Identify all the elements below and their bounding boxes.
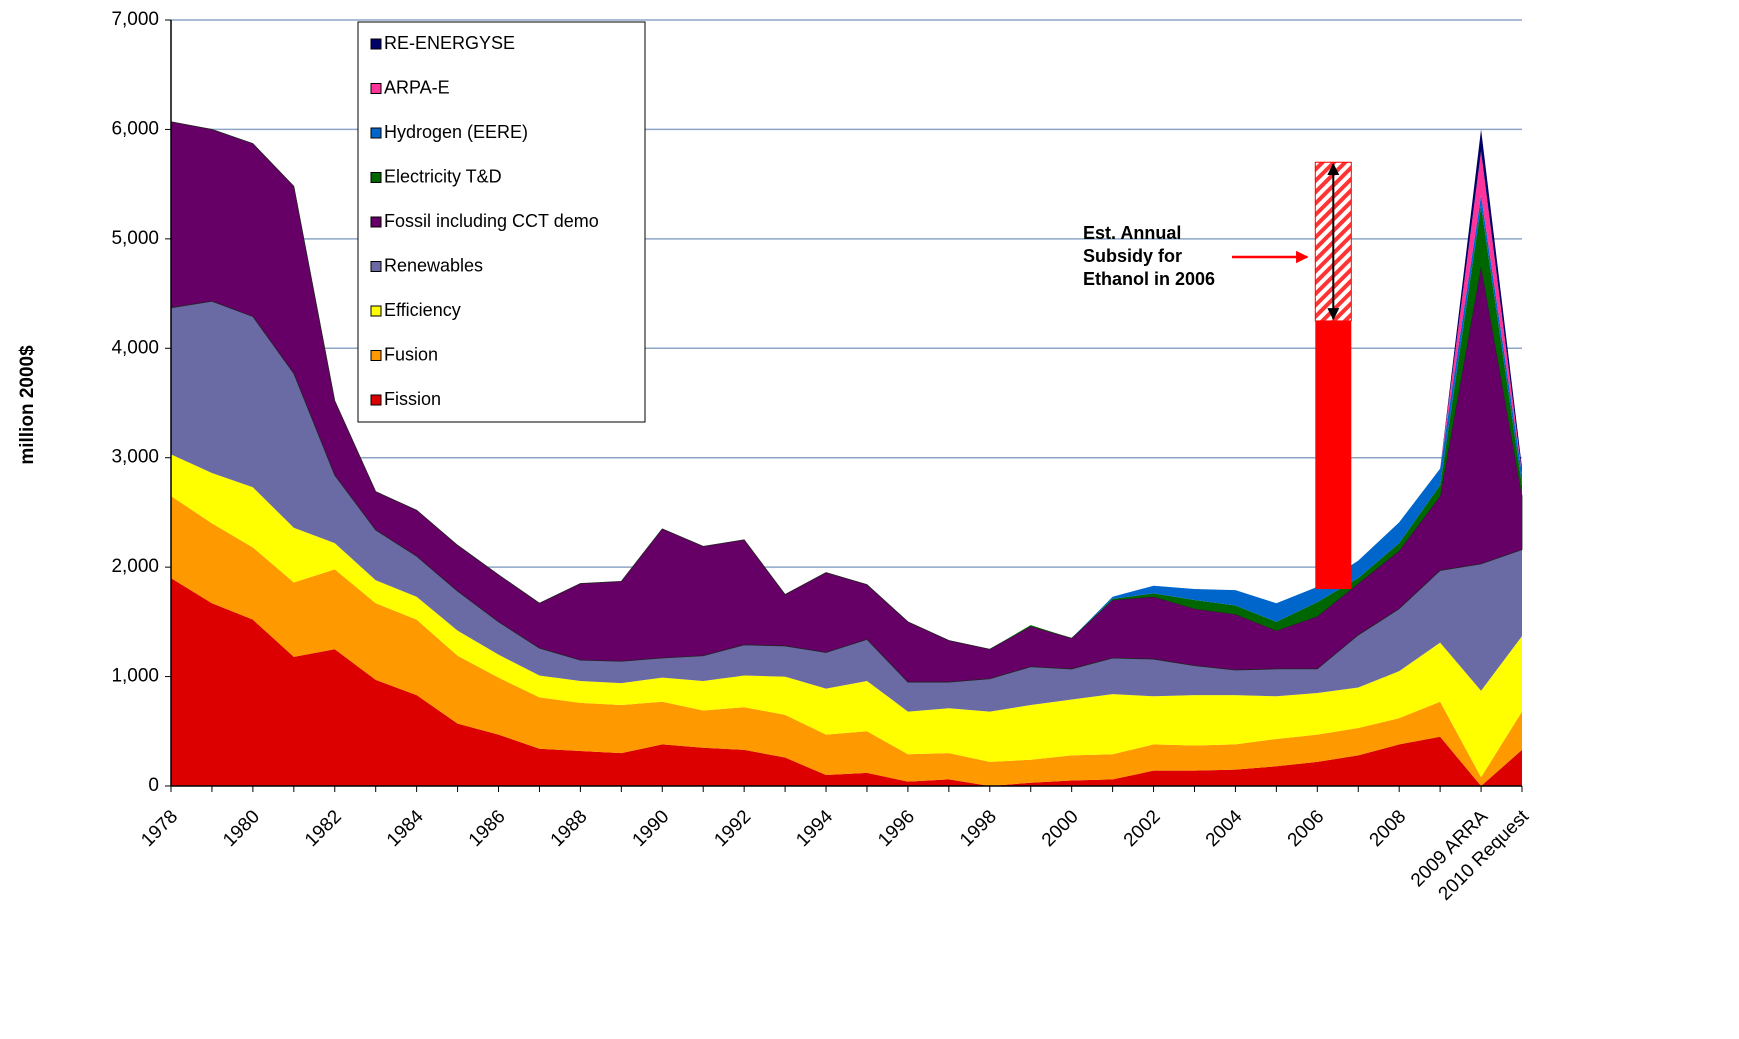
x-tick-label: 1990 <box>629 806 674 851</box>
y-axis-label: million 2000$ <box>17 345 38 465</box>
legend-label: Efficiency <box>384 300 461 320</box>
y-tick-label: 7,000 <box>111 9 159 30</box>
x-tick-label: 1986 <box>465 806 510 851</box>
legend-label: Renewables <box>384 255 483 275</box>
x-tick-label: 1998 <box>956 806 1001 851</box>
y-tick-label: 4,000 <box>111 337 159 358</box>
y-tick-label: 3,000 <box>111 447 159 468</box>
area <box>171 454 1522 778</box>
legend-swatch <box>370 261 382 272</box>
legend-swatch <box>370 127 382 139</box>
y-tick-label: 2,000 <box>111 556 159 577</box>
legend-box <box>357 21 646 423</box>
y-tick-label: 0 <box>148 775 159 796</box>
x-tick-label: 2008 <box>1366 806 1411 851</box>
legend-label: Fossil including CCT demo <box>384 211 599 231</box>
y-tick-label: 5,000 <box>111 228 159 249</box>
legend-swatch <box>370 216 382 228</box>
legend-swatch <box>370 38 382 50</box>
legend-label: Fission <box>384 389 441 409</box>
x-tick-label: 1982 <box>301 806 346 851</box>
x-tick-label: 1988 <box>547 806 592 851</box>
legend-label: RE-ENERGYSE <box>384 33 515 53</box>
area <box>171 578 1522 786</box>
area <box>171 301 1522 712</box>
x-tick-label: 2004 <box>1202 806 1247 851</box>
x-tick-label: 1992 <box>710 806 755 851</box>
x-tick-label: 1994 <box>792 806 837 851</box>
x-tick-label: 1984 <box>383 806 428 851</box>
legend-swatch <box>370 172 382 183</box>
legend-swatch <box>370 350 382 361</box>
legend-swatch <box>370 394 382 406</box>
y-tick-label: 6,000 <box>111 118 159 139</box>
x-tick-label: 1980 <box>219 806 264 851</box>
y-tick-label: 1,000 <box>111 666 159 687</box>
legend-label: ARPA-E <box>384 77 450 97</box>
x-tick-label: 2002 <box>1120 806 1165 851</box>
area <box>171 496 1522 786</box>
legend-swatch <box>370 83 382 94</box>
legend-label: Fusion <box>384 344 438 364</box>
annotation: Subsidy for <box>1083 246 1182 266</box>
legend-label: Electricity T&D <box>384 166 502 186</box>
x-tick-label: 1996 <box>874 806 919 851</box>
legend-swatch <box>370 305 382 317</box>
annotation: Est. Annual <box>1083 223 1181 243</box>
x-tick-label: 2006 <box>1284 806 1329 851</box>
area <box>170 121 1523 683</box>
legend-label: Hydrogen (EERE) <box>384 122 528 142</box>
x-tick-label: 1978 <box>137 806 182 851</box>
x-tick-label: 2000 <box>1038 806 1083 851</box>
ethanol-bar <box>1315 320 1352 590</box>
annotation: Ethanol in 2006 <box>1083 269 1215 289</box>
